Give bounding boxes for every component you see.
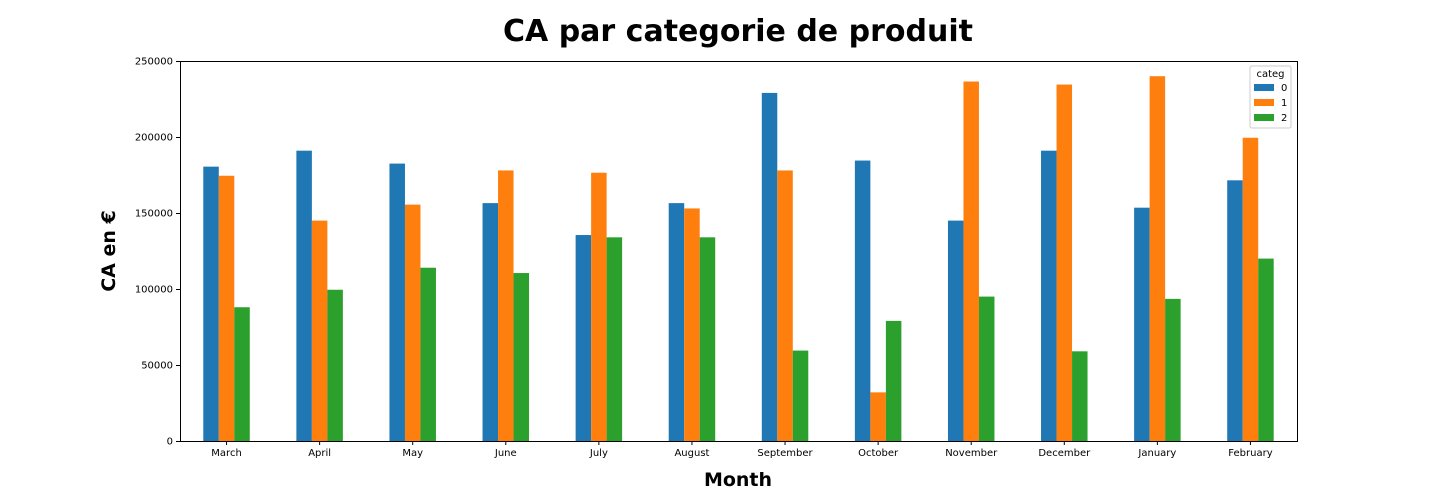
x-tick-label: August [674,448,709,459]
bar-august-categ-2 [699,237,716,441]
y-axis: 0 50000 100000 150000 200000 250000 [135,57,180,448]
x-axis-label: Month [703,469,773,491]
x-tick-label: October [858,448,899,459]
bar-october-categ-0 [854,160,871,441]
legend-swatch-0 [1254,84,1274,91]
bar-april-categ-2 [327,289,343,441]
legend-swatch-2 [1254,114,1274,121]
x-tick-label: September [757,448,813,459]
bars-group [203,76,1274,442]
y-tick-label: 100000 [135,285,173,296]
bar-november-categ-0 [947,220,964,441]
bar-january-categ-2 [1165,298,1181,441]
bar-november-categ-1 [963,81,979,442]
legend-swatch-1 [1254,99,1274,106]
legend-label-2: 2 [1281,113,1287,124]
bar-january-categ-1 [1149,76,1166,441]
bar-december-categ-2 [1072,351,1088,441]
legend: categ 0 1 2 [1249,65,1292,129]
x-tick-label: January [1137,448,1176,459]
bar-october-categ-2 [885,320,902,441]
legend-title: categ [1256,69,1284,80]
plot-frame [180,61,1298,442]
x-tick-label: February [1228,448,1272,459]
x-tick-label: April [308,448,331,459]
bar-december-categ-1 [1056,84,1073,441]
bar-june-categ-2 [513,273,530,441]
bar-november-categ-2 [978,296,995,441]
x-axis: March April May June July August September Octo… [211,441,1273,459]
bar-september-categ-0 [761,92,778,442]
legend-box [1249,65,1292,129]
bar-april-categ-0 [296,150,312,441]
y-tick-label: 150000 [135,209,173,220]
bar-april-categ-1 [311,220,328,441]
bar-february-categ-1 [1242,137,1259,441]
bar-may-categ-2 [420,267,436,441]
bar-august-categ-0 [668,203,685,441]
bar-september-categ-1 [777,170,793,441]
bar-july-categ-0 [575,235,592,441]
bar-may-categ-1 [404,204,421,441]
bar-june-categ-0 [482,203,499,441]
y-tick-label: 50000 [141,361,173,372]
x-tick-label: June [494,448,517,459]
bar-march-categ-1 [218,175,235,441]
bar-january-categ-0 [1134,207,1150,441]
y-tick-label: 250000 [135,57,173,68]
bar-february-categ-0 [1227,180,1243,441]
bar-july-categ-2 [606,237,623,441]
bar-march-categ-0 [203,166,219,441]
y-tick-label: 0 [167,437,173,448]
x-tick-label: December [1038,448,1091,459]
legend-label-1: 1 [1281,98,1287,109]
bar-august-categ-1 [684,208,700,441]
y-tick-label: 200000 [135,133,173,144]
bar-february-categ-2 [1258,258,1274,441]
legend-label-0: 0 [1281,83,1287,94]
x-tick-label: November [945,448,998,459]
x-tick-label: May [402,448,423,459]
bar-october-categ-1 [870,392,886,441]
bar-september-categ-2 [792,350,809,441]
x-tick-label: July [589,448,608,459]
bar-july-categ-1 [591,172,607,441]
x-tick-label: March [211,448,241,459]
chart-title: CA par categorie de produit [503,14,973,49]
bar-may-categ-0 [389,163,405,441]
bar-march-categ-2 [234,307,250,441]
bar-december-categ-0 [1041,150,1057,441]
bar-june-categ-1 [498,170,514,441]
